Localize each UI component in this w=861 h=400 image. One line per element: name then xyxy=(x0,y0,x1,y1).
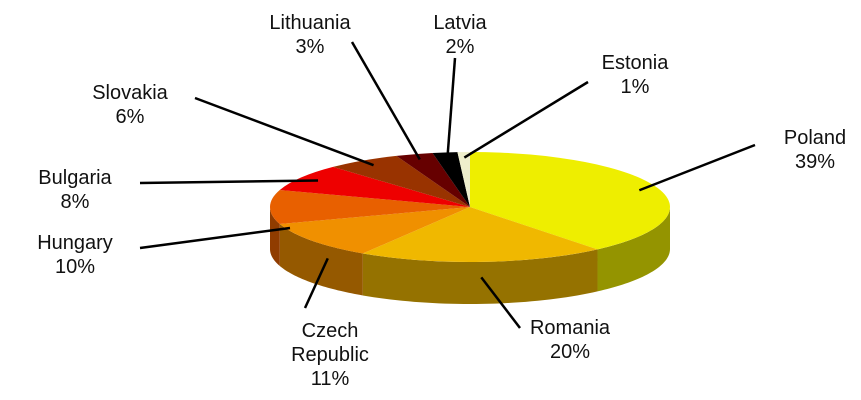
pie-slice-side xyxy=(597,207,670,292)
slice-label: Romania 20% xyxy=(515,316,625,364)
slice-label: Poland 39% xyxy=(760,126,861,174)
leader-line xyxy=(638,143,756,192)
category-name: Lithuania xyxy=(269,12,351,34)
leader-line xyxy=(303,257,329,309)
category-name: Latvia xyxy=(433,12,487,34)
slice-label: Lithuania 3% xyxy=(255,11,365,59)
pie-slice xyxy=(279,207,470,254)
value-label: 1% xyxy=(620,76,650,98)
leader-line xyxy=(194,96,374,167)
pie-slice-side xyxy=(270,207,280,266)
value-label: 11% xyxy=(310,368,350,390)
value-label: 10% xyxy=(54,256,96,278)
pie-slice xyxy=(269,190,470,224)
slice-label: Latvia 2% xyxy=(405,11,515,59)
leader-line xyxy=(139,226,291,250)
pie-slice-side xyxy=(362,249,598,304)
category-name: Hungary xyxy=(37,232,113,254)
category-name: Romania xyxy=(529,317,611,339)
category-name: Poland xyxy=(783,127,847,149)
leader-line xyxy=(463,80,589,159)
leader-line xyxy=(350,41,421,161)
pie-slice xyxy=(333,155,470,207)
pie-slice xyxy=(470,152,670,250)
value-label: 20% xyxy=(549,341,591,363)
leader-line xyxy=(446,57,457,158)
category-name: Estonia xyxy=(601,52,669,74)
pie-slice xyxy=(279,166,470,207)
value-label: 2% xyxy=(445,36,475,58)
leader-line xyxy=(139,179,319,185)
leader-line xyxy=(480,276,521,329)
value-label: 3% xyxy=(295,36,325,58)
slice-label: Czech Republic 11% xyxy=(275,319,385,391)
pie-slice xyxy=(457,152,470,207)
category-name: Bulgaria xyxy=(38,167,112,189)
slice-label: Estonia 1% xyxy=(580,51,690,99)
pie-slice xyxy=(432,152,470,207)
value-label: 39% xyxy=(794,151,836,173)
category-name: Czech Republic xyxy=(291,320,369,366)
slice-label: Bulgaria 8% xyxy=(20,166,130,214)
slice-label: Hungary 10% xyxy=(20,231,130,279)
value-label: 8% xyxy=(60,191,90,213)
slice-label: Slovakia 6% xyxy=(75,81,185,129)
category-name: Slovakia xyxy=(92,82,168,104)
pie-slice xyxy=(362,207,598,262)
value-label: 6% xyxy=(115,106,145,128)
pie-slice-side xyxy=(279,223,363,296)
pie-slice xyxy=(396,152,470,207)
